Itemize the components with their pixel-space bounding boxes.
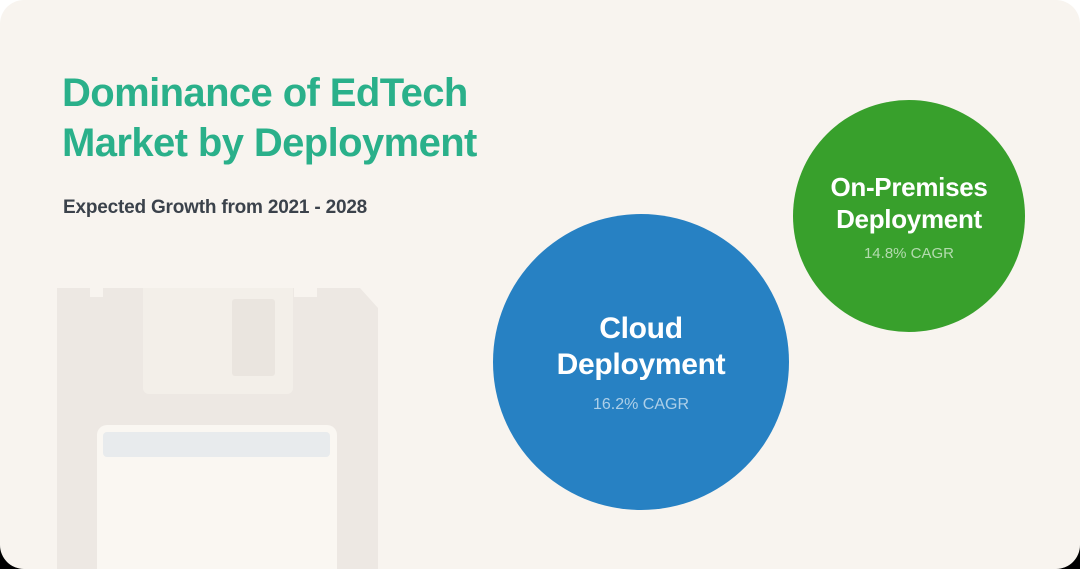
title-line-2: Market by Deployment	[62, 121, 477, 165]
bubble-onpremises-cagr: 14.8% CAGR	[863, 244, 955, 262]
bubble-cloud-label-line-2: Deployment	[556, 347, 726, 381]
floppy-label-strip	[103, 432, 330, 457]
floppy-disk-icon	[57, 288, 378, 569]
bubble-cloud-cagr: 16.2% CAGR	[592, 395, 690, 413]
page-title: Dominance of EdTech Market by Deployment	[62, 68, 477, 168]
bubble-onpremises-label-line-1: On-Premises	[830, 171, 988, 202]
title-line-1: Dominance of EdTech	[62, 71, 468, 115]
bubble-onpremises-label-line-2: Deployment	[836, 203, 982, 234]
floppy-shutter-window	[232, 299, 275, 376]
bubble-onpremises-deployment: On-Premises Deployment 14.8% CAGR	[793, 100, 1025, 332]
floppy-label	[97, 425, 337, 569]
bubble-onpremises-label: On-Premises Deployment	[830, 171, 987, 235]
bubble-cloud-label-line-1: Cloud	[599, 311, 683, 345]
floppy-shutter	[143, 288, 293, 394]
subtitle: Expected Growth from 2021 - 2028	[63, 197, 368, 218]
bubble-cloud-label: Cloud Deployment	[557, 311, 726, 383]
bubble-cloud-deployment: Cloud Deployment 16.2% CAGR	[493, 214, 789, 510]
